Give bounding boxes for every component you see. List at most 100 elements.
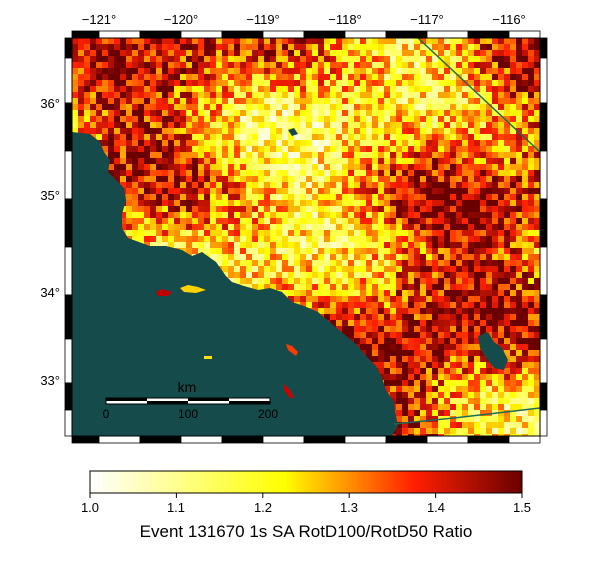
- ratio-cell: [150, 98, 156, 104]
- ratio-cell: [312, 218, 318, 224]
- ratio-cell: [492, 368, 498, 374]
- ratio-cell: [510, 98, 516, 104]
- ratio-cell: [156, 230, 162, 236]
- ratio-cell: [498, 248, 504, 254]
- ratio-cell: [432, 296, 438, 302]
- ratio-cell: [462, 206, 468, 212]
- ratio-cell: [132, 128, 138, 134]
- ratio-cell: [384, 62, 390, 68]
- ratio-cell: [204, 44, 210, 50]
- ratio-cell: [216, 38, 222, 44]
- ratio-cell: [144, 146, 150, 152]
- ratio-cell: [456, 392, 462, 398]
- ratio-cell: [468, 224, 474, 230]
- ratio-cell: [312, 104, 318, 110]
- ratio-cell: [420, 344, 426, 350]
- ratio-cell: [390, 134, 396, 140]
- ratio-cell: [348, 266, 354, 272]
- ratio-cell: [342, 62, 348, 68]
- ratio-cell: [420, 80, 426, 86]
- ratio-cell: [336, 224, 342, 230]
- ratio-cell: [294, 116, 300, 122]
- ratio-cell: [72, 92, 78, 98]
- ratio-cell: [276, 176, 282, 182]
- ratio-cell: [294, 56, 300, 62]
- ratio-cell: [474, 56, 480, 62]
- ratio-cell: [432, 104, 438, 110]
- ratio-cell: [522, 62, 528, 68]
- ratio-cell: [390, 254, 396, 260]
- ratio-cell: [84, 92, 90, 98]
- ratio-cell: [534, 38, 540, 44]
- ratio-cell: [534, 56, 540, 62]
- ratio-cell: [516, 344, 522, 350]
- ratio-cell: [216, 140, 222, 146]
- ratio-cell: [294, 128, 300, 134]
- ratio-cell: [450, 278, 456, 284]
- ratio-cell: [504, 110, 510, 116]
- ratio-cell: [252, 56, 258, 62]
- ratio-cell: [258, 194, 264, 200]
- ratio-cell: [516, 122, 522, 128]
- ratio-cell: [498, 308, 504, 314]
- ratio-cell: [276, 188, 282, 194]
- ratio-cell: [288, 62, 294, 68]
- ratio-cell: [444, 290, 450, 296]
- ratio-cell: [210, 176, 216, 182]
- ratio-cell: [126, 152, 132, 158]
- ratio-cell: [174, 116, 180, 122]
- ratio-cell: [510, 404, 516, 410]
- ratio-cell: [174, 98, 180, 104]
- ratio-cell: [414, 392, 420, 398]
- ratio-cell: [498, 158, 504, 164]
- ratio-cell: [126, 92, 132, 98]
- ratio-cell: [462, 254, 468, 260]
- ratio-cell: [96, 116, 102, 122]
- ratio-cell: [144, 218, 150, 224]
- ratio-cell: [180, 236, 186, 242]
- ratio-cell: [486, 392, 492, 398]
- ratio-cell: [432, 392, 438, 398]
- ratio-cell: [408, 284, 414, 290]
- ratio-cell: [198, 80, 204, 86]
- ratio-cell: [240, 134, 246, 140]
- ratio-cell: [330, 146, 336, 152]
- ratio-cell: [216, 188, 222, 194]
- ratio-cell: [480, 194, 486, 200]
- ratio-cell: [414, 314, 420, 320]
- ratio-cell: [282, 122, 288, 128]
- ratio-cell: [468, 122, 474, 128]
- ratio-cell: [486, 158, 492, 164]
- ratio-cell: [300, 212, 306, 218]
- ratio-cell: [180, 38, 186, 44]
- ratio-cell: [468, 218, 474, 224]
- ratio-cell: [366, 284, 372, 290]
- ratio-cell: [462, 308, 468, 314]
- ratio-cell: [456, 260, 462, 266]
- ratio-cell: [420, 182, 426, 188]
- ratio-cell: [228, 50, 234, 56]
- ratio-cell: [498, 236, 504, 242]
- ratio-cell: [528, 380, 534, 386]
- ratio-cell: [210, 68, 216, 74]
- ratio-cell: [252, 182, 258, 188]
- ratio-cell: [132, 110, 138, 116]
- ratio-cell: [360, 188, 366, 194]
- ratio-cell: [222, 170, 228, 176]
- ratio-cell: [450, 320, 456, 326]
- ratio-cell: [492, 392, 498, 398]
- ratio-cell: [348, 188, 354, 194]
- ratio-cell: [234, 38, 240, 44]
- ratio-cell: [318, 248, 324, 254]
- ratio-cell: [450, 344, 456, 350]
- ratio-cell: [444, 158, 450, 164]
- ratio-cell: [492, 188, 498, 194]
- ratio-cell: [510, 122, 516, 128]
- ratio-cell: [144, 200, 150, 206]
- ratio-cell: [168, 200, 174, 206]
- ratio-cell: [414, 296, 420, 302]
- ratio-cell: [234, 176, 240, 182]
- ratio-cell: [522, 122, 528, 128]
- ratio-cell: [522, 326, 528, 332]
- ratio-cell: [408, 332, 414, 338]
